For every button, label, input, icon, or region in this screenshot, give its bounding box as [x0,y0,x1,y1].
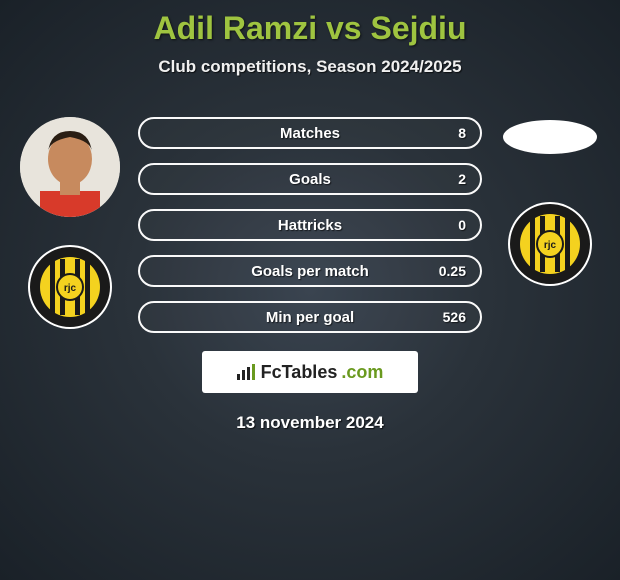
left-club-badge: rjc [28,245,112,329]
stat-label: Goals per match [251,263,369,280]
stat-value-right: 8 [458,125,466,141]
right-player-column: rjc [490,112,610,286]
brand-suffix: .com [341,362,383,383]
comparison-area: rjc Matches 8 Goals 2 Hattricks 0 Goals … [0,112,620,333]
brand-text: FcTables [261,362,338,383]
stat-value-right: 2 [458,171,466,187]
stats-column: Matches 8 Goals 2 Hattricks 0 Goals per … [130,117,490,333]
stat-row-matches: Matches 8 [138,117,482,149]
player-portrait-placeholder [20,117,120,217]
left-player-photo [20,117,120,217]
subtitle: Club competitions, Season 2024/2025 [158,57,461,77]
stat-row-mpg: Min per goal 526 [138,301,482,333]
stat-row-goals: Goals 2 [138,163,482,195]
stat-label: Min per goal [266,309,354,326]
bar-chart-icon [237,364,257,380]
right-player-photo-blank [503,120,597,154]
stat-row-hattricks: Hattricks 0 [138,209,482,241]
stat-value-right: 0 [458,217,466,233]
stat-row-gpm: Goals per match 0.25 [138,255,482,287]
stat-label: Hattricks [278,217,342,234]
stat-value-right: 0.25 [439,263,466,279]
right-badge-abbrev: rjc [544,240,557,251]
stat-label: Goals [289,171,331,188]
page-title: Adil Ramzi vs Sejdiu [154,10,467,47]
left-badge-abbrev: rjc [64,283,77,294]
stat-value-right: 526 [443,309,466,325]
stat-label: Matches [280,125,340,142]
brand-badge[interactable]: FcTables.com [202,351,418,393]
left-player-column: rjc [10,112,130,329]
right-club-badge: rjc [508,202,592,286]
date-label: 13 november 2024 [236,413,383,433]
